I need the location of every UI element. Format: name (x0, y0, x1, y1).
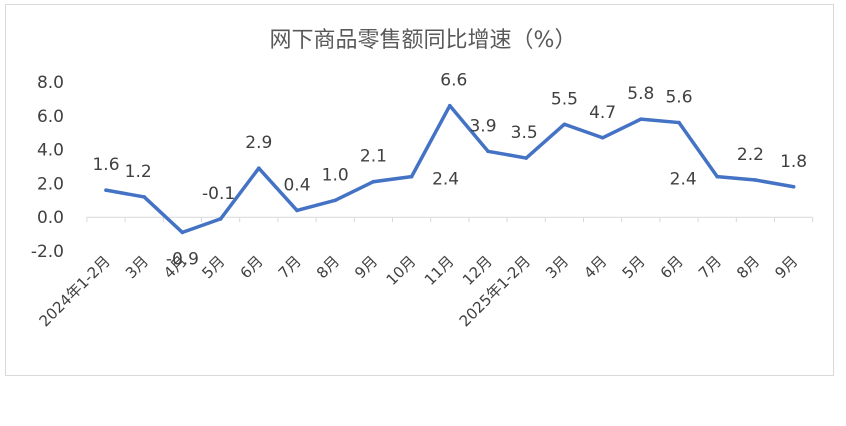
y-axis: 8.0 6.0 4.0 2.0 0.0 -2.0 (31, 73, 64, 262)
y-tick-label: 2.0 (37, 174, 64, 194)
data-label: 5.5 (551, 89, 578, 109)
data-label: 1.8 (780, 152, 807, 172)
x-tick-label: 6月 (657, 252, 687, 282)
data-label: 3.5 (511, 123, 538, 143)
data-point (180, 230, 185, 235)
data-point (677, 120, 681, 125)
data-point (371, 179, 376, 184)
y-tick-label: 8.0 (37, 73, 64, 93)
data-label: 1.6 (92, 155, 119, 175)
data-label: 1.2 (125, 162, 152, 182)
chart-title: 网下商品零售额同比增速（%） (270, 28, 577, 53)
y-tick-label: 0.0 (37, 208, 64, 228)
data-label: -0.9 (166, 249, 199, 269)
x-tick-label: 2024年1-2月 (36, 252, 114, 330)
x-tick-label: 2025年1-2月 (456, 252, 534, 330)
x-tick-label: 8月 (733, 252, 763, 282)
data-label: 2.4 (432, 170, 459, 190)
data-point (639, 117, 643, 121)
x-tick-label: 7月 (695, 252, 725, 282)
data-label: 4.7 (589, 103, 616, 123)
data-point (218, 217, 223, 221)
x-tick-label: 11月 (421, 252, 458, 289)
data-point (715, 174, 719, 179)
x-tick-label: 4月 (580, 252, 610, 282)
data-labels: 1.6 1.2 -0.9 -0.1 2.9 0.4 1.0 2.1 2.4 6.6 3.9 3.5 5.… (92, 71, 807, 270)
data-point (104, 188, 108, 192)
series-layer (104, 103, 796, 235)
data-label: 2.2 (737, 145, 764, 165)
data-point (562, 122, 567, 127)
data-label: 5.8 (627, 84, 654, 104)
y-tick-label: 4.0 (37, 141, 64, 161)
y-tick-label: 6.0 (37, 107, 64, 127)
y-tick-label: -2.0 (31, 242, 64, 262)
chart-frame (5, 4, 834, 376)
data-point (142, 195, 146, 199)
data-point (333, 198, 338, 203)
data-label: 2.1 (360, 147, 387, 167)
data-label: 3.9 (469, 116, 496, 136)
data-label: 2.9 (245, 133, 272, 153)
x-axis: 2024年1-2月 3月 4月 5月 6月 7月 8月 9月 10月 11月 12月2025年1-2… (36, 216, 814, 330)
x-tick-label: 9月 (771, 252, 801, 282)
x-tick-label: 10月 (383, 252, 420, 289)
data-point (448, 103, 452, 108)
x-tick-label: 8月 (313, 252, 343, 282)
data-label: -0.1 (202, 184, 235, 204)
data-point (409, 174, 414, 179)
data-point (791, 184, 796, 189)
x-tick-label: 5月 (619, 252, 649, 282)
data-point (295, 208, 299, 213)
data-point (486, 149, 490, 154)
data-label: 2.4 (670, 170, 697, 190)
data-label: 5.6 (665, 88, 692, 108)
x-tick-label: 5月 (198, 252, 228, 282)
x-tick-label: 6月 (237, 252, 267, 282)
data-point (600, 135, 605, 140)
data-point (753, 178, 758, 182)
x-tick-label: 3月 (122, 252, 152, 282)
data-label: 6.6 (440, 71, 467, 91)
data-point (524, 156, 528, 160)
x-tick-label: 9月 (351, 252, 381, 282)
data-point (257, 166, 261, 170)
data-label: 0.4 (283, 175, 310, 195)
data-label: 1.0 (322, 165, 349, 185)
x-tick-label: 7月 (275, 252, 305, 282)
x-tick-label: 3月 (542, 252, 572, 282)
